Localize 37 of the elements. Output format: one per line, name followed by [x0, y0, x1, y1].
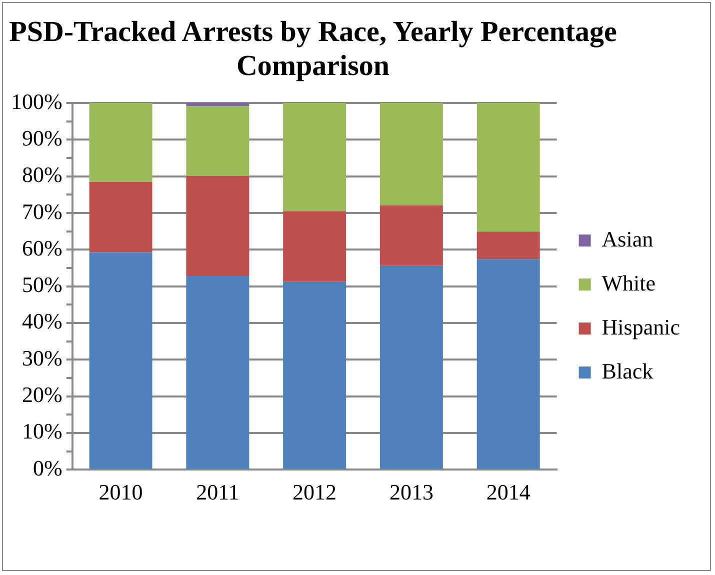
bar: [380, 103, 443, 206]
y-tick-label: 20%: [22, 382, 62, 408]
bar: [89, 103, 152, 182]
legend-label: Asian: [602, 226, 654, 252]
bar: [380, 205, 443, 266]
legend-label: Black: [602, 358, 654, 384]
bar: [476, 259, 540, 469]
y-tick-label: 70%: [22, 198, 62, 224]
x-tick-label: 2012: [292, 480, 337, 505]
y-tick-label: 90%: [22, 125, 62, 150]
y-tick-label: 100%: [11, 88, 62, 114]
bar: [186, 103, 250, 106]
y-tick-label: 30%: [22, 345, 62, 370]
bar: [283, 211, 346, 282]
legend-label: White: [602, 270, 656, 296]
x-tick-label: 2010: [98, 480, 143, 505]
x-tick-label: 2013: [389, 480, 434, 505]
bar: [186, 106, 250, 176]
chart-title: PSD-Tracked Arrests by Race, Yearly Percentage Comparison: [8, 15, 618, 83]
legend-label: Hispanic: [602, 314, 680, 340]
bar: [186, 176, 250, 276]
y-tick-label: 60%: [22, 235, 62, 260]
x-tick-label: 2011: [196, 480, 240, 505]
y-tick-label: 80%: [22, 162, 62, 188]
bar: [380, 266, 443, 469]
y-tick-label: 40%: [22, 308, 62, 334]
y-tick-label: 10%: [22, 418, 62, 444]
bar: [89, 252, 152, 469]
bar: [476, 232, 540, 260]
bar: [186, 276, 250, 469]
y-tick-label: 50%: [22, 272, 62, 298]
bar: [283, 282, 346, 469]
x-tick-label: 2014: [486, 480, 530, 505]
y-tick-label: 0%: [33, 455, 62, 480]
bar: [476, 103, 540, 232]
bar: [283, 103, 346, 212]
bar: [89, 182, 152, 252]
